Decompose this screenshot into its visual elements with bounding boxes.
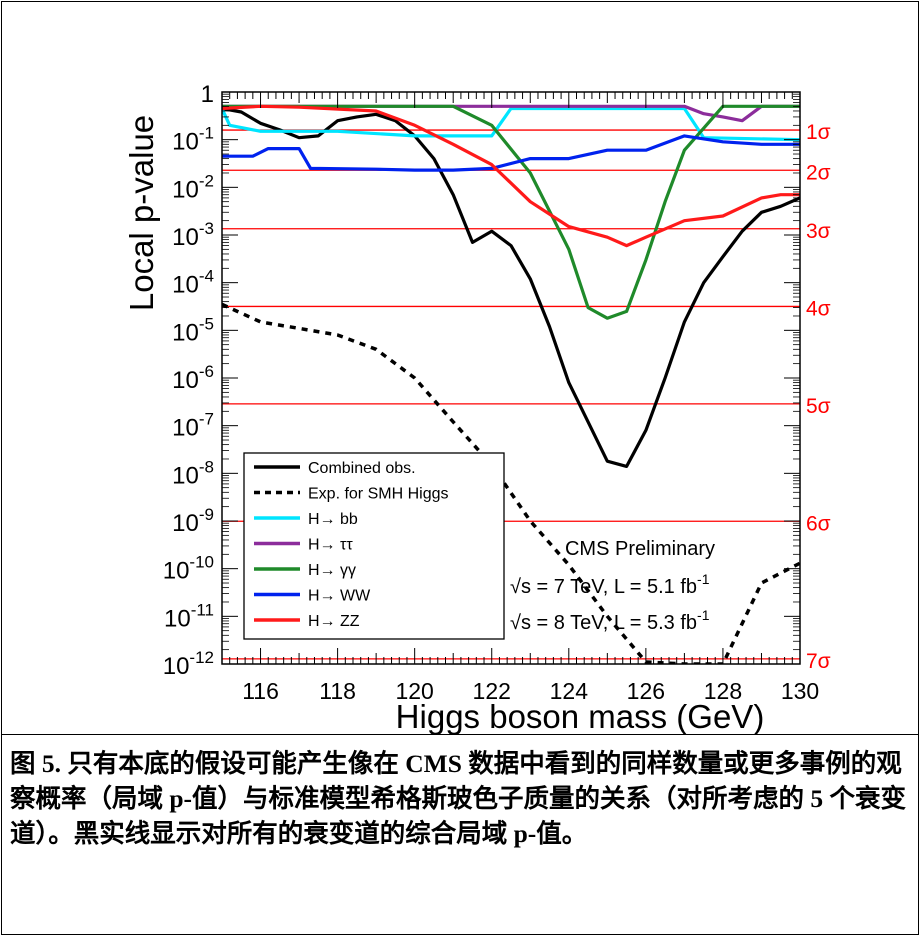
legend-label-5: H→ γγ — [308, 562, 356, 579]
sigma-label-4: 4σ — [806, 297, 831, 320]
y-tick-label-3: 10-3 — [172, 219, 214, 251]
lumi-7tev-label: √s = 7 TeV, L = 5.1 fb-1 — [510, 571, 710, 598]
legend-label-2: Exp. for SMH Higgs — [308, 486, 448, 503]
x-tick-label-118: 118 — [319, 678, 356, 704]
sigma-label-6: 6σ — [806, 512, 831, 535]
sigma-label-7: 7σ — [806, 650, 831, 673]
y-tick-label-5: 10-5 — [172, 314, 214, 346]
legend-label-7: H→ ZZ — [308, 613, 360, 630]
y-tick-label-7: 10-7 — [172, 410, 214, 442]
cms-preliminary-label: CMS Preliminary — [565, 538, 715, 560]
x-tick-label-122: 122 — [473, 678, 511, 704]
sigma-label-5: 5σ — [806, 395, 831, 418]
y-tick-label-12: 10-12 — [163, 648, 214, 680]
y-tick-label-4: 10-4 — [172, 267, 214, 299]
x-tick-label-126: 126 — [627, 678, 665, 704]
caption-divider — [1, 734, 919, 735]
y-tick-label-0: 1 — [201, 81, 214, 108]
sigma-label-2: 2σ — [806, 161, 831, 184]
series-group — [222, 104, 800, 664]
sigma-label-3: 3σ — [806, 220, 831, 243]
y-tick-label-6: 10-6 — [172, 362, 214, 394]
x-tick-label-116: 116 — [242, 678, 279, 704]
legend-label-1: Combined obs. — [308, 460, 416, 477]
series-line-3 — [222, 106, 800, 142]
y-tick-label-8: 10-8 — [172, 457, 214, 489]
series-line-6 — [222, 134, 800, 172]
figure-caption: 图 5. 只有本底的假设可能产生像在 CMS 数据中看到的同样数量或更多事例的观… — [10, 749, 907, 848]
x-tick-label-130: 130 — [781, 678, 819, 704]
legend-label-3: H→ bb — [308, 511, 358, 528]
y-tick-label-1: 10-1 — [172, 124, 214, 156]
x-tick-label-120: 120 — [395, 678, 433, 704]
x-axis-title: Higgs boson mass (GeV) — [396, 698, 765, 734]
series-line-7 — [222, 104, 800, 248]
series-line-5 — [222, 104, 800, 320]
y-tick-label-9: 10-9 — [172, 505, 214, 537]
lumi-8tev-label: √s = 8 TeV, L = 5.3 fb-1 — [510, 607, 710, 634]
series-line-2 — [222, 302, 800, 664]
series-line-1 — [222, 106, 800, 468]
sigma-label-1: 1σ — [806, 121, 831, 144]
legend-label-6: H→ WW — [308, 588, 371, 605]
x-tick-label-128: 128 — [704, 678, 742, 704]
legend-box — [243, 452, 505, 640]
x-tick-label-124: 124 — [550, 678, 589, 704]
y-tick-label-2: 10-2 — [172, 171, 214, 203]
y-tick-label-10: 10-10 — [163, 553, 214, 585]
p-value-chart: 1σ 2σ 3σ 4σ 5σ 6σ 7σ 116 118 120 122 124 126 128 130 1 1… — [123, 81, 831, 734]
y-tick-label-11: 10-11 — [164, 600, 214, 632]
legend-label-4: H→ ττ — [308, 537, 353, 554]
y-axis-title: Local p-value — [123, 115, 160, 311]
